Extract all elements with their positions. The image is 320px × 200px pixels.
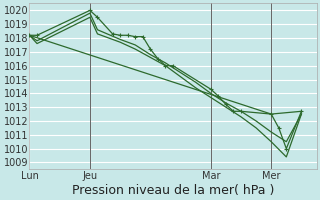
X-axis label: Pression niveau de la mer( hPa ): Pression niveau de la mer( hPa )	[72, 184, 274, 197]
